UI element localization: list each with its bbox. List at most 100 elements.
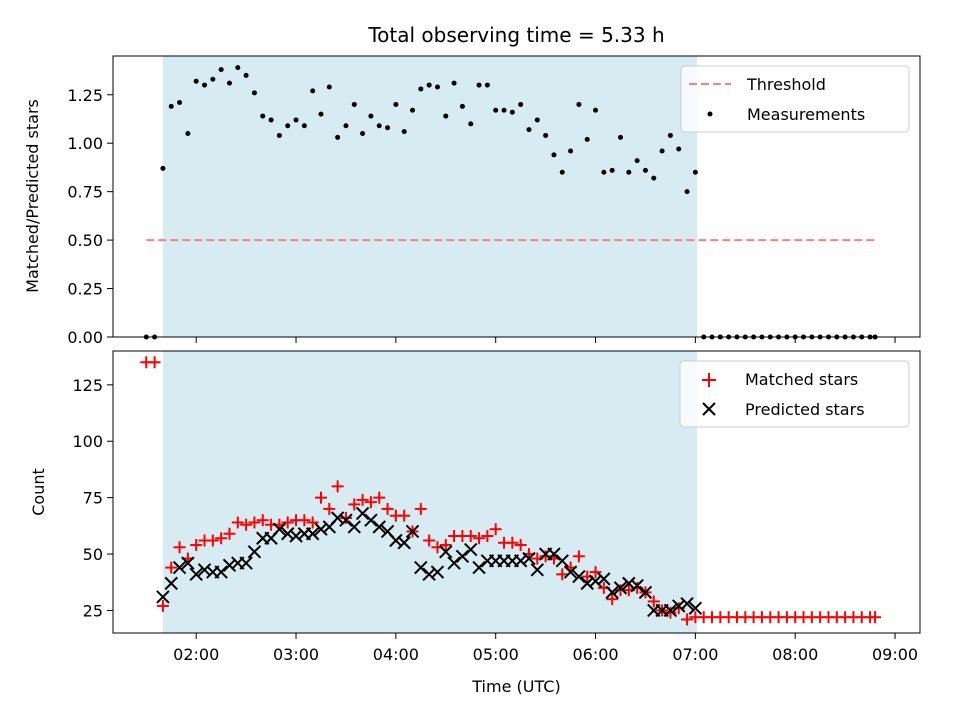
matched-star-point <box>373 491 386 504</box>
matched-star-point <box>364 496 377 509</box>
measurement-point <box>251 90 257 96</box>
measurement-point <box>451 80 457 86</box>
measurement-point <box>526 127 532 133</box>
y-tick-label: 0.00 <box>67 328 103 347</box>
matched-star-point <box>481 529 494 542</box>
x-tick-label: 03:00 <box>273 645 319 664</box>
measurement-point <box>642 167 648 173</box>
measurement-point <box>260 113 266 119</box>
matched-star-point <box>647 595 660 608</box>
measurement-point <box>568 148 574 154</box>
matched-star-point <box>190 539 203 552</box>
measurement-point <box>177 100 183 106</box>
matched-star-point <box>223 527 236 540</box>
matched-star-point <box>869 611 882 624</box>
matched-star-point <box>281 516 294 529</box>
predicted-star-point <box>247 545 262 559</box>
matched-star-point <box>423 534 436 547</box>
measurement-point <box>543 132 549 138</box>
matched-star-point <box>514 539 527 552</box>
predicted-star-point <box>172 560 187 575</box>
measurement-point <box>493 107 499 113</box>
predicted-star-point <box>638 585 653 600</box>
predicted-star-point <box>430 565 445 579</box>
predicted-star-point <box>622 576 636 591</box>
measurement-point <box>468 121 474 127</box>
measurement-point <box>617 134 623 140</box>
measurement-point <box>609 167 615 173</box>
predicted-star-point <box>563 565 578 579</box>
y-axis-ticks: 0.00 0.25 0.50 0.75 1.00 1.25 <box>67 86 113 347</box>
predicted-star-point <box>439 545 453 559</box>
predicted-star-point <box>214 565 228 579</box>
matched-star-point <box>539 550 552 563</box>
legend-matched-label: Matched stars <box>745 370 858 389</box>
measurement-point <box>684 189 690 195</box>
matched-star-point <box>240 518 253 531</box>
measurement-point <box>601 169 607 175</box>
predicted-star-point <box>181 556 195 570</box>
measurement-point <box>509 109 515 115</box>
predicted-star-point <box>222 558 237 573</box>
measurement-point <box>235 65 241 71</box>
measurement-point <box>168 103 174 109</box>
matched-star-point <box>165 561 178 574</box>
measurement-point <box>501 107 507 113</box>
measurement-point <box>360 131 366 137</box>
measurement-point <box>626 169 632 175</box>
measurement-point <box>676 146 682 152</box>
predicted-star-point <box>613 581 628 595</box>
x-tick-label: 02:00 <box>173 645 219 664</box>
predicted-star-point <box>314 522 328 536</box>
matched-star-point <box>473 532 486 545</box>
matched-star-point <box>306 516 319 529</box>
predicted-star-point <box>364 513 378 527</box>
measurement-point <box>318 111 324 117</box>
x-tick-label: 04:00 <box>373 645 419 664</box>
legend-predicted-swatch <box>702 402 716 416</box>
predicted-star-point <box>530 563 545 577</box>
y-axis-label: Matched/Predicted stars <box>23 99 42 293</box>
matched-star-point <box>464 529 477 542</box>
predicted-star-point <box>555 554 569 568</box>
measurement-point <box>376 123 382 129</box>
matched-star-point <box>173 541 186 554</box>
predicted-star-point <box>281 527 295 541</box>
measurement-point <box>351 101 357 107</box>
measurement-point <box>343 123 349 129</box>
predicted-star-point <box>347 520 361 534</box>
predicted-stars-series <box>156 506 703 618</box>
measurement-point <box>443 113 449 119</box>
y-axis-ticks: 25 50 75 100 125 <box>72 376 113 620</box>
x-axis-ticks: 02:00 03:00 04:00 05:00 06:00 07:00 08:00 09:00 <box>173 633 918 664</box>
predicted-star-point <box>455 549 470 564</box>
legend-measurements-label: Measurements <box>747 105 865 124</box>
x-tick-label: 07:00 <box>672 645 718 664</box>
predicted-star-point <box>272 522 287 536</box>
predicted-star-point <box>597 572 611 586</box>
predicted-star-point <box>405 524 420 539</box>
predicted-star-point <box>189 567 203 582</box>
measurement-point <box>634 158 640 164</box>
measurement-point <box>393 101 399 107</box>
y-tick-label: 50 <box>83 545 103 564</box>
measurements-series <box>143 65 878 340</box>
matched-stars-series <box>140 356 882 626</box>
matched-star-point <box>256 514 269 527</box>
x-axis-label: Time (UTC) <box>471 677 560 696</box>
plot-frame <box>112 350 921 634</box>
measurement-point <box>160 165 166 171</box>
measurement-point <box>276 132 282 138</box>
measurement-point <box>518 101 524 107</box>
measurement-point <box>484 82 490 88</box>
matched-star-point <box>356 493 369 506</box>
predicted-star-point <box>397 536 411 550</box>
x-tick-label: 09:00 <box>872 645 918 664</box>
predicted-star-point <box>630 578 644 593</box>
matched-star-point <box>589 566 602 579</box>
predicted-star-point <box>464 542 478 557</box>
measurement-point <box>476 82 482 88</box>
predicted-star-point <box>197 563 212 577</box>
measurement-point <box>210 76 216 82</box>
